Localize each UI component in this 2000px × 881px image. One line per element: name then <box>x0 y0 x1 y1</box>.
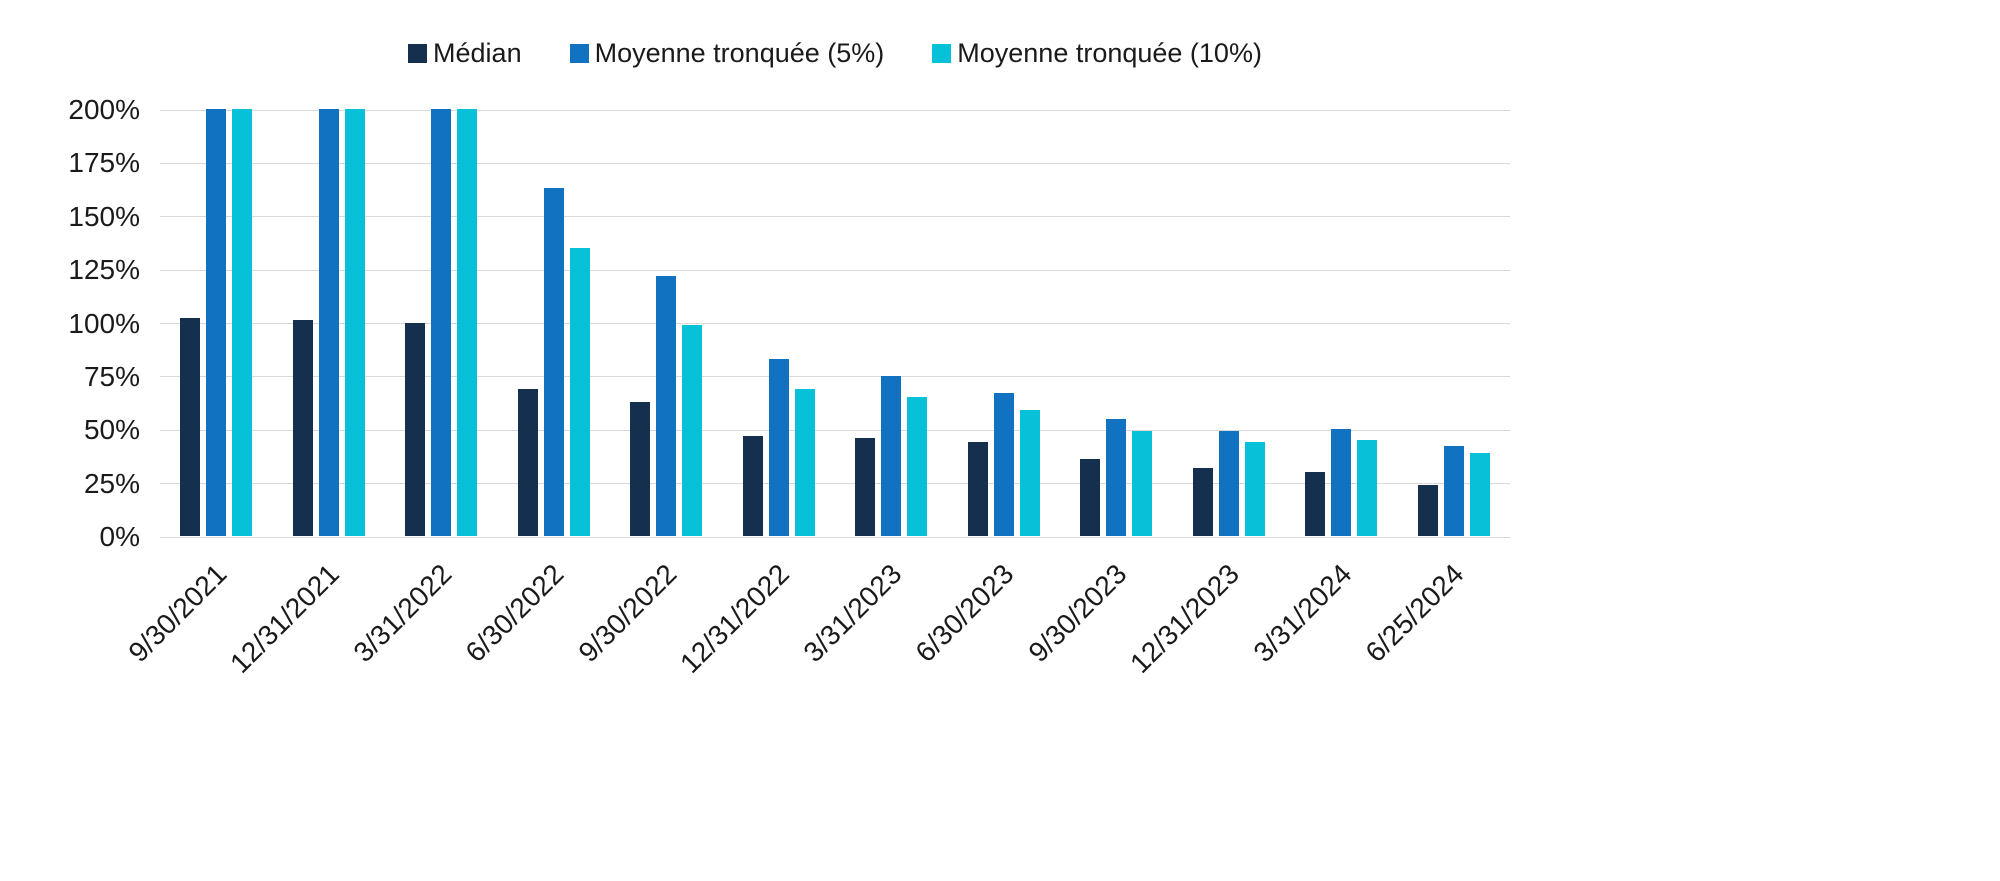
bar-median-8 <box>1080 459 1101 536</box>
y-tick-label: 25% <box>83 467 140 499</box>
bar-mean-trimmed-5-5 <box>768 358 789 536</box>
bar-mean-trimmed-10-3 <box>569 247 590 536</box>
x-tick-label-text: 3/31/2024 <box>1247 558 1358 669</box>
bar-mean-trimmed-5-7 <box>993 392 1014 536</box>
bar-mean-trimmed-10-4 <box>682 324 703 536</box>
legend-label-mean-trimmed-10: Moyenne tronquée (10%) <box>957 38 1262 68</box>
x-tick-label-text: 12/31/2022 <box>673 558 795 680</box>
gridline-125pct <box>160 269 1510 271</box>
legend-swatch-mean-trimmed-10 <box>932 44 952 63</box>
bar-median-0 <box>180 318 201 536</box>
bar-mean-trimmed-5-9 <box>1218 431 1239 536</box>
bar-median-1 <box>292 320 313 536</box>
legend-label-median: Médian <box>433 38 522 68</box>
bar-mean-trimmed-10-10 <box>1357 439 1378 536</box>
y-tick-label: 100% <box>68 307 140 339</box>
x-tick-label-text: 12/31/2021 <box>223 558 345 680</box>
bar-mean-trimmed-10-1 <box>344 109 365 536</box>
legend-item-median: Médian <box>408 40 522 67</box>
bar-mean-trimmed-5-10 <box>1331 429 1352 536</box>
bar-median-11 <box>1417 484 1438 536</box>
y-tick-label: 0% <box>99 521 140 552</box>
bar-mean-trimmed-5-3 <box>543 188 564 536</box>
bar-mean-trimmed-10-6 <box>907 397 928 536</box>
y-tick-label: 75% <box>83 360 140 392</box>
x-tick-label-text: 12/31/2023 <box>1123 558 1245 680</box>
x-tick-label-text: 6/25/2024 <box>1359 558 1470 669</box>
x-tick-label-text: 3/31/2022 <box>347 558 458 669</box>
bar-mean-trimmed-10-2 <box>457 109 478 536</box>
y-tick-label: 200% <box>68 94 140 125</box>
x-tick-label-text: 6/30/2023 <box>909 558 1020 669</box>
y-tick-label: 125% <box>68 254 140 286</box>
x-tick-label-text: 9/30/2021 <box>122 558 233 669</box>
y-axis-labels: 0% 25% 50% 75% 100% 125% 150% 175% 200% <box>0 94 148 552</box>
gridline-100pct <box>160 323 1510 324</box>
x-tick-label-text: 6/30/2022 <box>459 558 570 669</box>
bar-median-7 <box>967 442 988 536</box>
gridline-25pct <box>160 483 1510 485</box>
x-tick-label-text: 3/31/2023 <box>797 558 908 669</box>
bar-median-9 <box>1192 467 1213 536</box>
gridline-200pct <box>160 109 1510 111</box>
bar-mean-trimmed-10-9 <box>1244 442 1265 536</box>
plot-area <box>160 109 1510 538</box>
y-tick-label: 150% <box>68 200 140 232</box>
bar-mean-trimmed-10-5 <box>794 388 815 536</box>
bar-median-5 <box>742 435 763 536</box>
chart-legend: Médian Moyenne tronquée (5%) Moyenne tronq… <box>160 40 1510 67</box>
x-tick-label-text: 9/30/2022 <box>572 558 683 669</box>
bar-mean-trimmed-5-6 <box>881 375 902 536</box>
y-tick-label: 175% <box>68 147 140 179</box>
bar-median-2 <box>405 322 426 536</box>
legend-swatch-median <box>408 44 428 63</box>
bar-mean-trimmed-5-11 <box>1443 446 1464 536</box>
bar-mean-trimmed-10-8 <box>1132 431 1153 536</box>
gridline-175pct <box>160 162 1510 164</box>
x-tick-label-text: 9/30/2023 <box>1022 558 1133 669</box>
bar-mean-trimmed-5-8 <box>1106 418 1127 536</box>
bar-median-3 <box>517 388 538 536</box>
y-tick-label: 50% <box>83 414 140 446</box>
x-axis-labels: 9/30/2021 12/31/2021 3/31/2022 6/30/2022 9/3… <box>122 548 1510 688</box>
bar-mean-trimmed-10-0 <box>232 109 253 536</box>
legend-item-mean-trimmed-5: Moyenne tronquée (5%) <box>569 38 885 68</box>
legend-item-mean-trimmed-10: Moyenne tronquée (10%) <box>932 40 1262 67</box>
bar-mean-trimmed-10-11 <box>1469 452 1490 536</box>
gridline-50pct <box>160 429 1510 431</box>
bar-mean-trimmed-5-0 <box>206 109 227 536</box>
bar-mean-trimmed-5-1 <box>318 109 339 536</box>
bar-median-4 <box>630 401 651 536</box>
bar-mean-trimmed-5-4 <box>656 275 677 536</box>
bar-median-6 <box>855 437 876 536</box>
bar-mean-trimmed-5-2 <box>431 109 452 536</box>
legend-label-mean-trimmed-5: Moyenne tronquée (5%) <box>594 38 885 68</box>
gridline-150pct <box>160 216 1510 218</box>
legend-swatch-mean-trimmed-5 <box>569 44 589 63</box>
gridline-75pct <box>160 376 1510 378</box>
gridline-0pct <box>160 536 1510 538</box>
bar-median-10 <box>1305 471 1326 536</box>
bar-mean-trimmed-10-7 <box>1019 410 1040 536</box>
